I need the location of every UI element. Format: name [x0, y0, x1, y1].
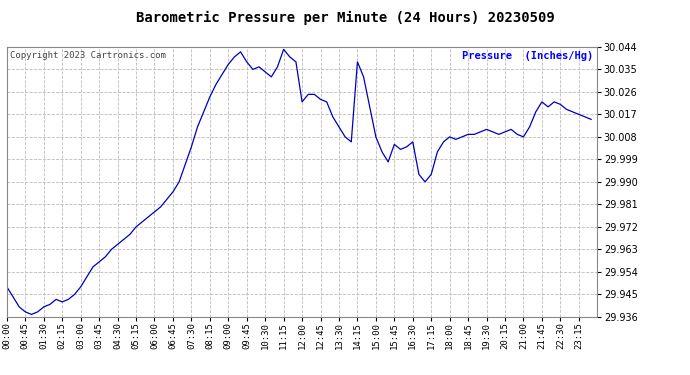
Text: Barometric Pressure per Minute (24 Hours) 20230509: Barometric Pressure per Minute (24 Hours…: [136, 11, 554, 26]
Text: Pressure  (Inches/Hg): Pressure (Inches/Hg): [462, 51, 593, 61]
Text: Copyright 2023 Cartronics.com: Copyright 2023 Cartronics.com: [10, 51, 166, 60]
